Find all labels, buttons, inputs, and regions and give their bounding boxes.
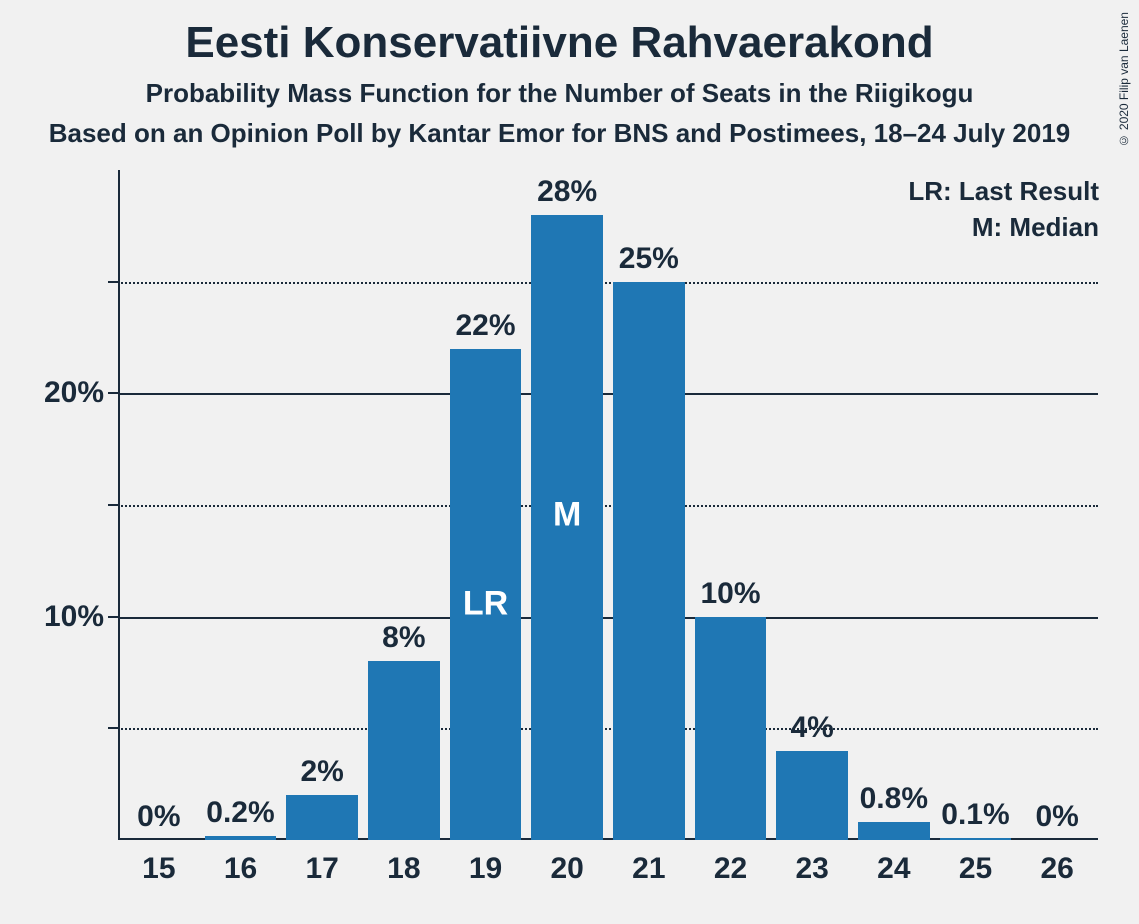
bar-value-label: 0% bbox=[1035, 800, 1078, 834]
bar: 0.8% bbox=[858, 822, 930, 840]
x-axis-label: 16 bbox=[224, 852, 257, 886]
chart-subtitle-1: Probability Mass Function for the Number… bbox=[0, 78, 1119, 109]
bar: 4% bbox=[776, 751, 848, 840]
x-axis-label: 25 bbox=[959, 852, 992, 886]
chart-container: Eesti Konservatiivne Rahvaerakond Probab… bbox=[0, 0, 1139, 924]
chart-subtitle-2: Based on an Opinion Poll by Kantar Emor … bbox=[0, 118, 1119, 149]
bar-value-label: 8% bbox=[382, 621, 425, 655]
x-axis-label: 23 bbox=[795, 852, 828, 886]
bar-value-label: 28% bbox=[537, 175, 597, 209]
y-tick-mark bbox=[108, 504, 120, 506]
plot-area: 10%20%150%160.2%172%188%1922%LR2028%M212… bbox=[118, 170, 1098, 840]
bar: 2% bbox=[286, 795, 358, 840]
bar-value-label: 2% bbox=[300, 755, 343, 789]
bar: 25% bbox=[613, 282, 685, 840]
x-axis-label: 21 bbox=[632, 852, 665, 886]
y-tick-mark bbox=[108, 281, 120, 283]
x-axis-label: 18 bbox=[387, 852, 420, 886]
bar-value-label: 25% bbox=[619, 242, 679, 276]
bar-value-label: 4% bbox=[790, 711, 833, 745]
grid-line bbox=[118, 282, 1098, 284]
x-axis-label: 26 bbox=[1040, 852, 1073, 886]
bar-value-label: 22% bbox=[455, 309, 515, 343]
x-axis-label: 15 bbox=[142, 852, 175, 886]
y-tick-mark bbox=[108, 616, 120, 618]
y-tick-mark bbox=[108, 727, 120, 729]
bar: 0.1% bbox=[940, 838, 1012, 840]
y-tick-mark bbox=[108, 392, 120, 394]
bar: 0.2% bbox=[205, 836, 277, 840]
y-axis-label: 20% bbox=[44, 376, 104, 410]
copyright-text: © 2020 Filip van Laenen bbox=[1117, 12, 1131, 147]
grid-line bbox=[118, 728, 1098, 730]
chart-title: Eesti Konservatiivne Rahvaerakond bbox=[0, 18, 1119, 68]
x-axis-label: 22 bbox=[714, 852, 747, 886]
bar-marker-label: LR bbox=[463, 585, 508, 624]
bar-value-label: 0.2% bbox=[206, 796, 274, 830]
x-axis-label: 20 bbox=[550, 852, 583, 886]
grid-line bbox=[118, 505, 1098, 507]
bar: 10% bbox=[695, 617, 767, 840]
bar: 22%LR bbox=[450, 349, 522, 840]
legend-lr: LR: Last Result bbox=[908, 176, 1099, 207]
grid-line bbox=[118, 393, 1098, 395]
bar: 28%M bbox=[531, 215, 603, 840]
y-axis-label: 10% bbox=[44, 600, 104, 634]
x-axis-label: 17 bbox=[305, 852, 338, 886]
x-axis-label: 24 bbox=[877, 852, 910, 886]
grid-line bbox=[118, 617, 1098, 619]
x-axis-label: 19 bbox=[469, 852, 502, 886]
bar-marker-label: M bbox=[553, 495, 581, 534]
bar-value-label: 10% bbox=[700, 577, 760, 611]
bar-value-label: 0.1% bbox=[941, 798, 1009, 832]
bar: 8% bbox=[368, 661, 440, 840]
legend-m: M: Median bbox=[972, 212, 1099, 243]
bar-value-label: 0.8% bbox=[860, 782, 928, 816]
bar-value-label: 0% bbox=[137, 800, 180, 834]
